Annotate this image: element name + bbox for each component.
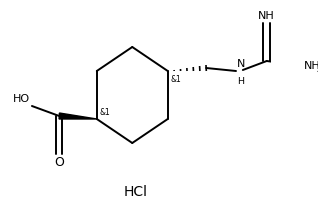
Text: NH: NH (258, 11, 275, 21)
Text: &1: &1 (170, 75, 181, 84)
Text: N: N (237, 59, 245, 69)
Text: O: O (54, 156, 64, 169)
Polygon shape (59, 113, 97, 119)
Text: NH: NH (304, 61, 318, 71)
Text: &1: &1 (99, 108, 110, 117)
Text: 2: 2 (316, 65, 318, 73)
Text: HCl: HCl (124, 185, 148, 199)
Text: H: H (237, 77, 244, 86)
Text: HO: HO (13, 94, 30, 104)
